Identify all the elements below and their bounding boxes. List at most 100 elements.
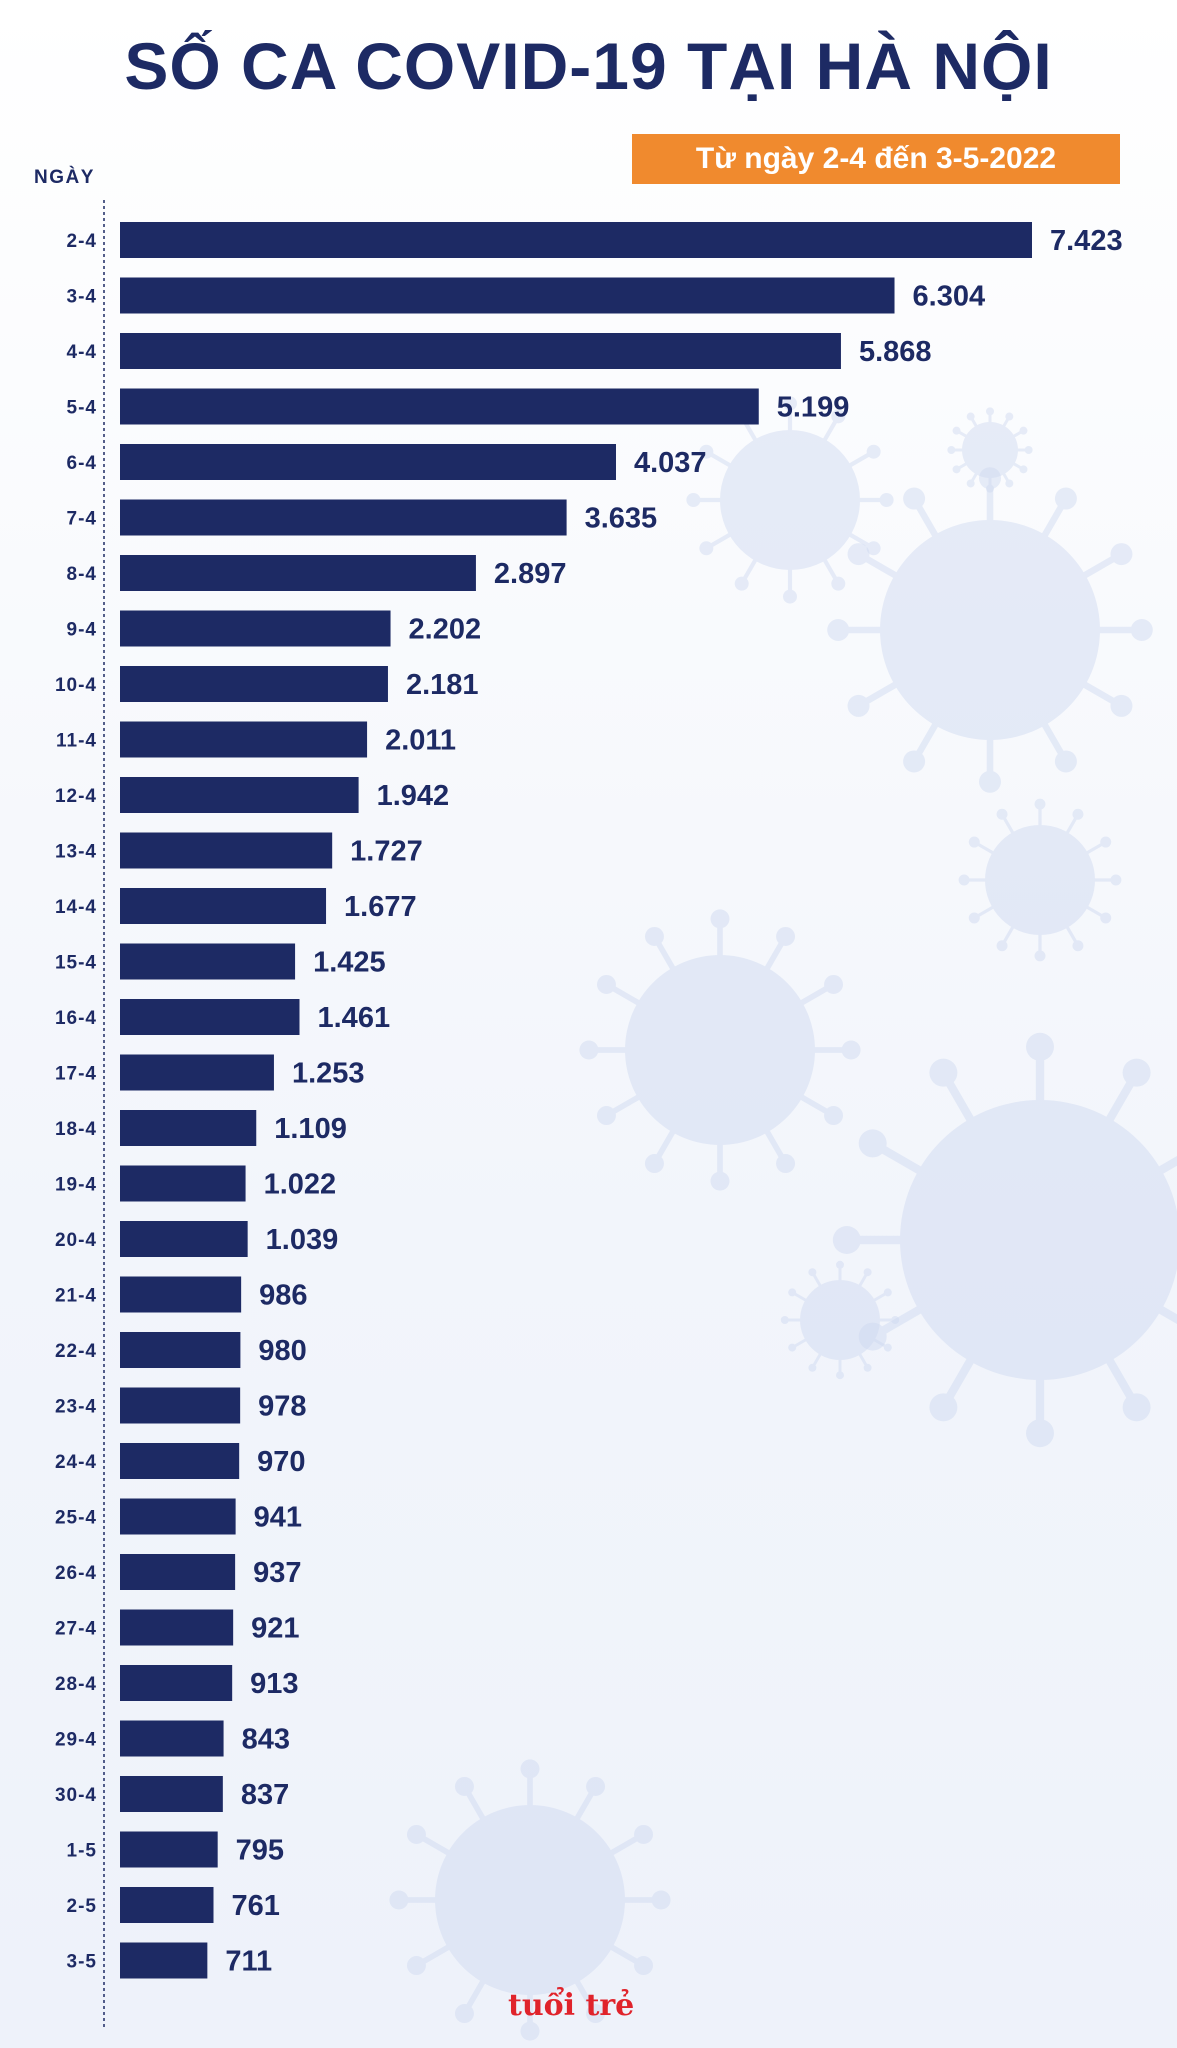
data-label: 980 — [258, 1335, 306, 1367]
bar — [120, 832, 333, 869]
bar — [120, 1665, 233, 1701]
virus-icon — [827, 467, 1153, 793]
category-label: 9-4 — [67, 620, 97, 641]
data-label: 6.304 — [913, 281, 986, 313]
bar — [120, 1887, 214, 1923]
bar — [120, 1221, 248, 1257]
category-label: 11-4 — [56, 731, 97, 752]
category-label: 8-4 — [67, 564, 97, 585]
tuoi-tre-logo: tuổi trẻ — [508, 1988, 635, 2023]
category-label: 12-4 — [55, 786, 97, 807]
bar — [120, 777, 359, 813]
virus-icon — [832, 1032, 1177, 1448]
data-label: 937 — [253, 1557, 301, 1589]
data-label: 2.202 — [409, 614, 482, 646]
data-label: 2.181 — [406, 669, 479, 701]
virus-icon — [958, 798, 1122, 962]
data-label: 3.635 — [585, 503, 658, 535]
category-label: 3-5 — [67, 1952, 97, 1973]
data-label: 2.897 — [494, 558, 567, 590]
data-label: 4.037 — [634, 447, 707, 479]
data-label: 986 — [259, 1280, 307, 1312]
category-label: 15-4 — [55, 953, 97, 974]
bar — [120, 943, 296, 980]
category-label: 20-4 — [55, 1230, 97, 1251]
bar — [120, 277, 895, 314]
bar — [120, 222, 1032, 258]
data-label: 1.253 — [292, 1058, 365, 1090]
data-label: 1.942 — [377, 780, 450, 812]
data-label: 1.727 — [350, 836, 423, 868]
data-label: 970 — [257, 1446, 305, 1478]
bar — [120, 999, 300, 1035]
bar — [120, 1942, 208, 1979]
bar — [120, 1387, 241, 1424]
virus-icon — [947, 407, 1033, 493]
category-label: 19-4 — [55, 1175, 97, 1196]
category-label: 22-4 — [55, 1341, 97, 1362]
bar — [120, 1443, 240, 1479]
bar — [120, 333, 841, 369]
virus-icon — [780, 1260, 900, 1380]
bar — [120, 1110, 257, 1146]
category-label: 16-4 — [55, 1008, 97, 1029]
category-label: 1-5 — [67, 1841, 97, 1862]
data-label: 7.423 — [1050, 225, 1123, 257]
data-label: 761 — [231, 1890, 279, 1922]
data-label: 1.677 — [344, 891, 417, 923]
page-title: SỐ CA COVID-19 TẠI HÀ NỘI — [124, 29, 1053, 103]
bar — [120, 1720, 224, 1757]
category-label: 2-5 — [67, 1896, 97, 1917]
bar — [120, 1609, 234, 1646]
data-label: 837 — [241, 1779, 289, 1811]
bar — [120, 555, 476, 591]
data-label: 941 — [254, 1502, 302, 1534]
virus-icon — [579, 909, 861, 1191]
bar — [120, 1498, 236, 1535]
data-label: 2.011 — [385, 725, 456, 757]
bar — [120, 1332, 241, 1368]
category-label: 29-4 — [55, 1730, 97, 1751]
data-label: 921 — [251, 1613, 299, 1645]
bar — [120, 888, 327, 924]
category-label: 25-4 — [55, 1508, 97, 1529]
bar — [120, 444, 616, 480]
data-label: 5.199 — [777, 392, 850, 424]
data-label: 913 — [250, 1668, 298, 1700]
category-label: 24-4 — [55, 1452, 97, 1473]
data-label: 843 — [242, 1724, 290, 1756]
data-label: 711 — [225, 1946, 272, 1978]
bar — [120, 1276, 242, 1313]
data-label: 1.425 — [313, 947, 386, 979]
y-axis-label: NGÀY — [34, 166, 95, 188]
virus-icon — [389, 1759, 671, 2041]
data-label: 795 — [236, 1835, 284, 1867]
category-label: 18-4 — [55, 1119, 97, 1140]
data-label: 1.039 — [266, 1224, 339, 1256]
category-label: 10-4 — [55, 675, 97, 696]
decorative-illustration — [389, 396, 1177, 2041]
category-label: 23-4 — [55, 1397, 97, 1418]
category-label: 3-4 — [67, 287, 97, 308]
bar — [120, 1831, 218, 1868]
category-label: 26-4 — [55, 1563, 97, 1584]
data-label: 978 — [258, 1391, 306, 1423]
category-label: 13-4 — [55, 842, 97, 863]
data-label: 5.868 — [859, 336, 932, 368]
category-label: 27-4 — [55, 1619, 97, 1640]
date-range-badge: Từ ngày 2-4 đến 3-5-2022 — [632, 134, 1120, 184]
category-label: 5-4 — [67, 398, 97, 419]
category-label: 6-4 — [67, 453, 97, 474]
category-label: 30-4 — [55, 1785, 97, 1806]
category-label: 2-4 — [67, 231, 97, 252]
category-label: 14-4 — [55, 897, 97, 918]
bar — [120, 1054, 274, 1091]
bar — [120, 388, 759, 425]
bar — [120, 499, 567, 536]
virus-icon — [686, 396, 894, 604]
data-label: 1.461 — [318, 1002, 391, 1034]
data-label: 1.109 — [274, 1113, 347, 1145]
bar — [120, 1165, 246, 1202]
bar — [120, 721, 368, 758]
